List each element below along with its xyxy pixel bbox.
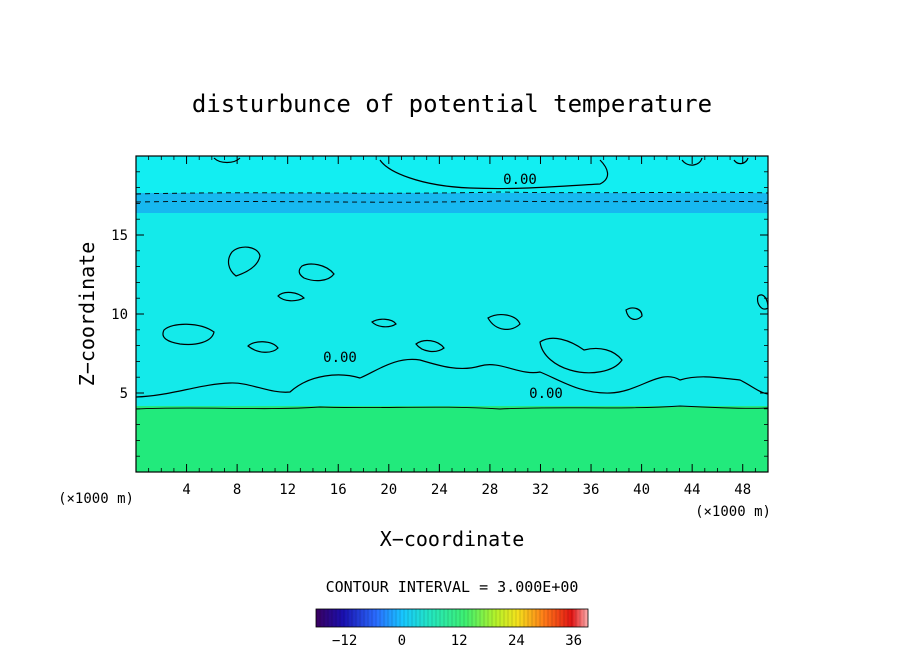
colorbar-tick-label: −12 <box>332 633 357 649</box>
contour-cell-11 <box>213 157 241 164</box>
contour-dashed-2 <box>136 200 768 203</box>
y-axis: 5 10 15 <box>111 171 768 457</box>
contour-labels: 0.00 0.00 0.00 <box>323 172 563 402</box>
x-unit-right: (×1000 m) <box>695 504 771 520</box>
contour-cell-5 <box>247 341 279 353</box>
x-axis: 4 8 12 16 20 24 28 32 36 40 44 48 <box>148 156 756 498</box>
contour-cell-3 <box>277 291 306 302</box>
contour-interval-label: CONTOUR INTERVAL = 3.000E+00 <box>326 578 579 596</box>
contour-cell-6 <box>371 318 397 328</box>
plot-area: 0.00 0.00 0.00 <box>136 156 768 472</box>
contour-label-top: 0.00 <box>503 172 537 188</box>
y-tick-label: 15 <box>111 228 128 244</box>
x-tick-label: 48 <box>734 482 751 498</box>
x-tick-label: 24 <box>431 482 448 498</box>
contour-cell-8 <box>539 337 623 374</box>
colorbar-tick-label: 36 <box>565 633 582 649</box>
y-tick-label: 5 <box>120 386 128 402</box>
x-tick-label: 4 <box>182 482 190 498</box>
colorbar: −12 0 12 24 36 <box>315 608 589 649</box>
x-unit-left: (×1000 m) <box>58 491 134 507</box>
contour-label-mid: 0.00 <box>323 350 357 366</box>
contour-cell-12 <box>681 157 703 166</box>
colorbar-tick-label: 12 <box>451 633 468 649</box>
contour-dashed-1 <box>136 191 768 195</box>
y-tick-label: 10 <box>111 307 128 323</box>
region-upper-band <box>136 193 768 213</box>
y-axis-label: Z−coordinate <box>75 242 99 387</box>
x-axis-label: X−coordinate <box>380 527 525 551</box>
region-top-layer <box>136 156 768 193</box>
region-middle-layer <box>136 213 768 406</box>
contour-cell-14 <box>757 294 768 310</box>
colorbar-tick-label: 0 <box>398 633 406 649</box>
x-tick-label: 16 <box>330 482 347 498</box>
contour-top-loop <box>379 159 609 190</box>
contour-cell-13 <box>733 157 749 165</box>
colorbar-ticks: −12 0 12 24 36 <box>332 633 582 649</box>
x-tick-label: 20 <box>380 482 397 498</box>
x-tick-label: 36 <box>583 482 600 498</box>
colorbar-tick-label: 24 <box>508 633 525 649</box>
x-tick-label: 44 <box>684 482 701 498</box>
x-tick-label: 28 <box>481 482 498 498</box>
colorbar-gradient <box>315 608 589 628</box>
x-tick-label: 40 <box>633 482 650 498</box>
contour-lines <box>136 157 768 410</box>
contour-cell-7 <box>415 339 445 353</box>
contour-zero-line <box>136 358 768 398</box>
chart-title: disturbunce of potential temperature <box>192 90 712 118</box>
contour-lower-boundary <box>136 405 768 410</box>
contour-cell-9 <box>487 314 521 330</box>
contour-cell-4 <box>162 323 215 346</box>
region-lower-layer <box>136 406 768 472</box>
contour-label-low: 0.00 <box>529 386 563 402</box>
x-tick-label: 8 <box>233 482 241 498</box>
contour-cell-10 <box>625 307 643 320</box>
colorbar-stripes <box>319 609 585 627</box>
x-tick-label: 12 <box>279 482 296 498</box>
contour-cell-2 <box>298 263 335 282</box>
x-tick-label: 32 <box>532 482 549 498</box>
contour-cell-1 <box>227 246 261 277</box>
